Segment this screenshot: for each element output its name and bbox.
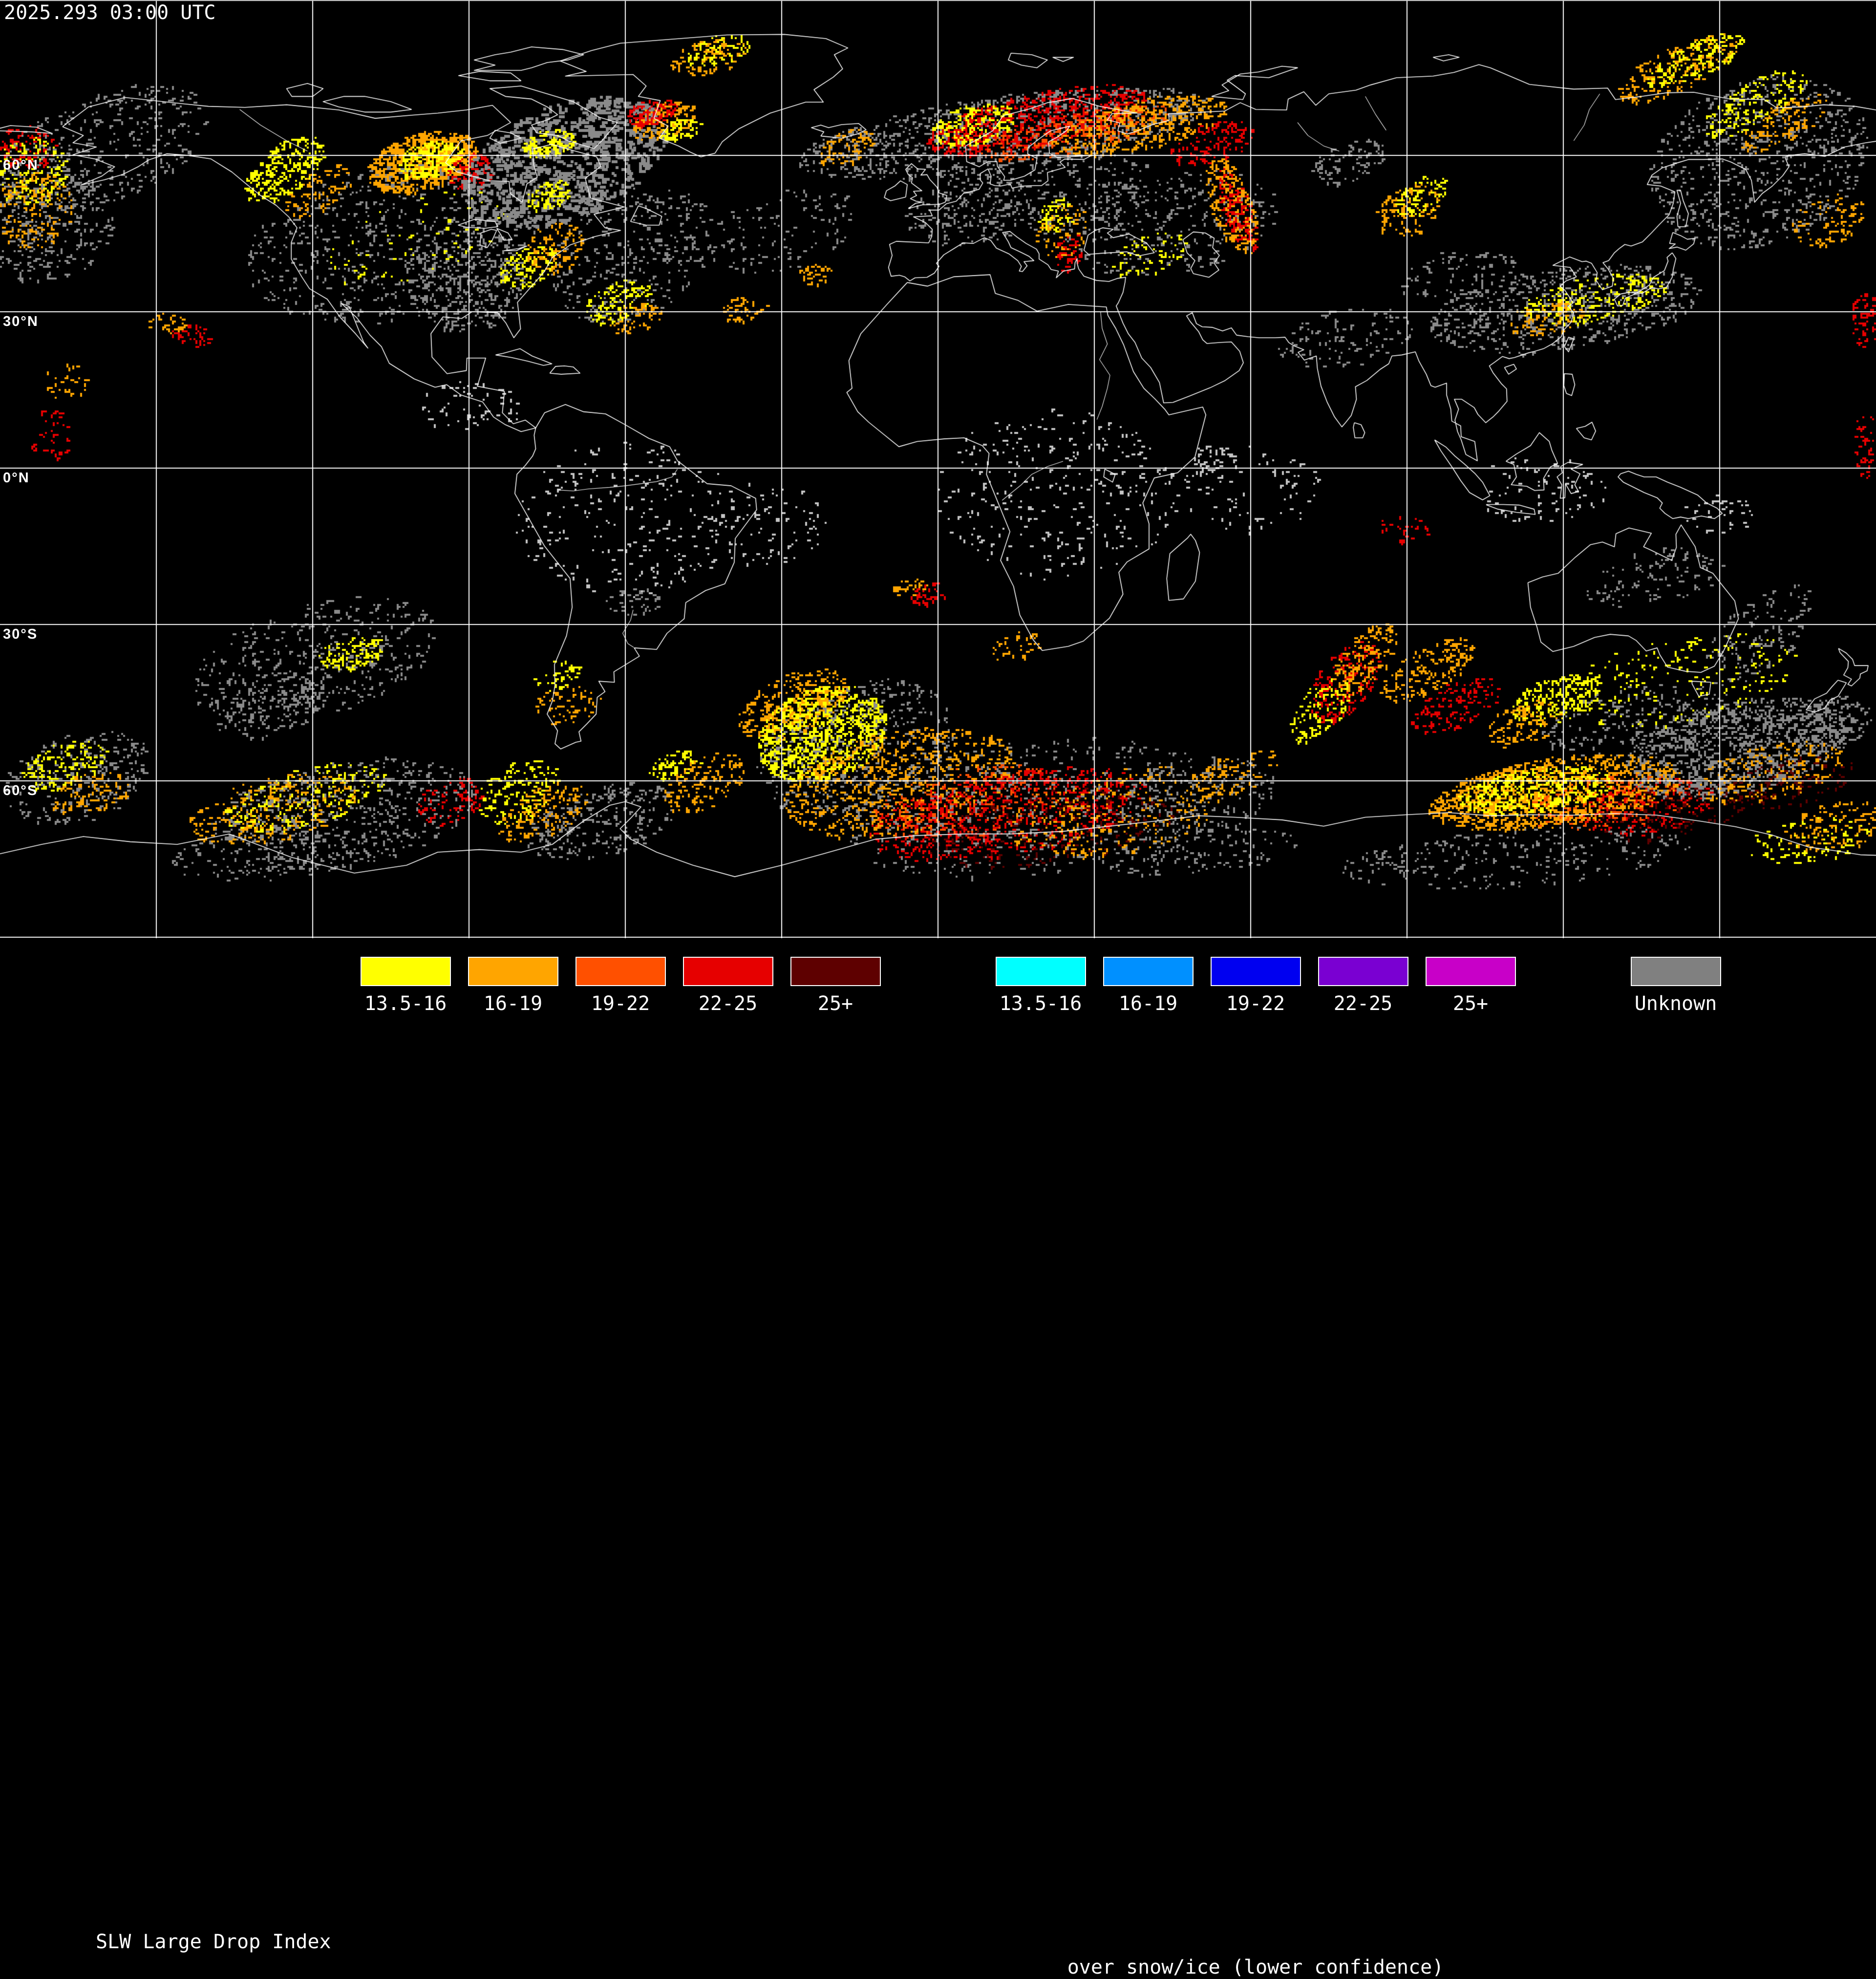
latitude-label: 60°S — [3, 783, 38, 798]
legend-swatch-label: 16-19 — [1118, 992, 1178, 1015]
latitude-label: 0°N — [3, 470, 30, 486]
legend-swatch — [468, 957, 558, 986]
legend-swatch-label: 13.5-16 — [364, 992, 447, 1015]
world-map: 2025.293 03:00 UTC 60°N 30°N 0°N 30°S 60°S — [0, 0, 1876, 938]
legend-swatch — [1318, 957, 1408, 986]
legend: SLW Large Drop Index over snow/ice (lowe… — [0, 938, 1876, 1979]
legend-swatch-label: 22-25 — [698, 992, 758, 1015]
legend-swatch — [1426, 957, 1516, 986]
legend-swatch-label: 13.5-16 — [999, 992, 1082, 1015]
legend-swatch-label: 22-25 — [1333, 992, 1393, 1015]
world-map-canvas — [0, 0, 1876, 938]
snow-ice-caption: over snow/ice (lower confidence) — [1067, 1956, 1444, 1979]
legend-swatch — [790, 957, 881, 986]
legend-swatch-label: 19-22 — [591, 992, 650, 1015]
latitude-label: 30°N — [3, 314, 39, 329]
legend-swatch-label: 25+ — [817, 992, 853, 1015]
latitude-label: 30°S — [3, 626, 38, 642]
timestamp-label: 2025.293 03:00 UTC — [4, 1, 216, 24]
legend-title: SLW Large Drop Index — [96, 1931, 331, 1953]
legend-swatch — [361, 957, 451, 986]
legend-swatch — [1211, 957, 1301, 986]
legend-swatch — [683, 957, 773, 986]
legend-swatch — [1103, 957, 1194, 986]
legend-swatch — [576, 957, 666, 986]
legend-swatch-label: 25+ — [1452, 992, 1489, 1015]
legend-swatch — [1631, 957, 1721, 986]
legend-swatch-label: 16-19 — [483, 992, 543, 1015]
latitude-label: 60°N — [3, 157, 39, 173]
legend-swatch-label: Unknown — [1634, 992, 1717, 1015]
legend-swatch-label: 19-22 — [1226, 992, 1285, 1015]
legend-swatch — [996, 957, 1086, 986]
